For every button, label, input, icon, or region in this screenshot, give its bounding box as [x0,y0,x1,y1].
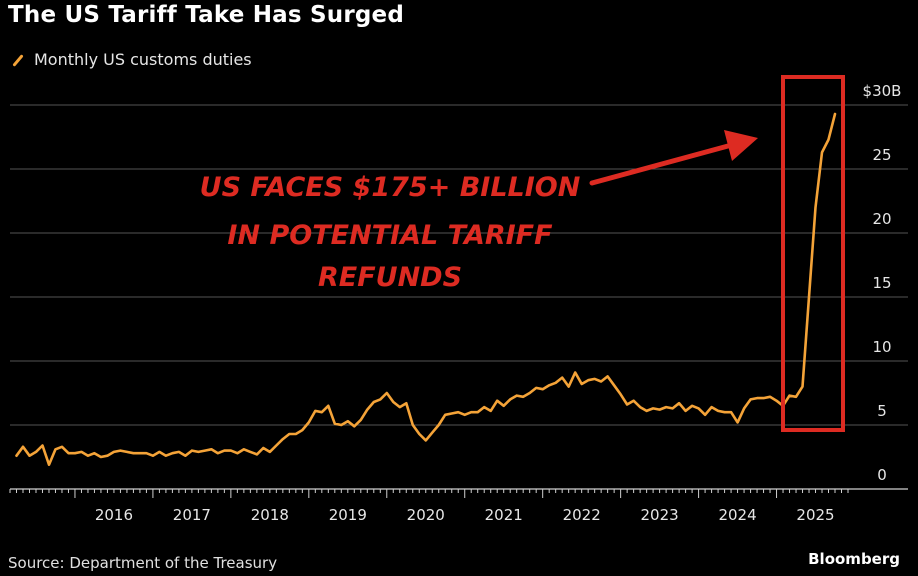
y-tick-label-20: 20 [872,210,891,228]
gridlines [10,104,908,426]
legend: Monthly US customs duties [10,50,252,69]
annotation-line-2: IN POTENTIAL TARIFF [227,220,553,251]
brand-logo: Bloomberg [808,550,900,568]
x-tick-label-2019: 2019 [329,506,367,524]
chart-title: The US Tariff Take Has Surged [8,2,405,28]
y-tick-label-30: $30B [863,82,902,100]
annotation-highlight-box [781,75,845,432]
y-tick-label-5: 5 [877,402,887,420]
x-tick-label-2018: 2018 [251,506,289,524]
y-tick-label-10: 10 [872,338,891,356]
annotation-line-3: REFUNDS [318,262,462,293]
legend-label: Monthly US customs duties [34,50,252,69]
x-tick-label-2017: 2017 [173,506,211,524]
x-tick-label-2024: 2024 [718,506,756,524]
x-tick-label-2022: 2022 [563,506,601,524]
y-tick-label-25: 25 [872,146,891,164]
y-tick-label-0: 0 [877,466,887,484]
series-line-customs-duties [15,112,837,466]
x-tick-label-2021: 2021 [485,506,523,524]
annotation-line-1: US FACES $175+ BILLION [200,172,581,203]
x-tick-label-2016: 2016 [95,506,133,524]
annotation-arrow [589,130,758,186]
x-tick-label-2023: 2023 [641,506,679,524]
arrow-shaft [589,143,731,186]
y-tick-label-15: 15 [872,274,891,292]
x-tick-label-2020: 2020 [407,506,445,524]
x-axis: 2016 2017 2018 2019 2020 2021 2022 2023 2024 2025 [9,488,908,524]
x-tick-label-2025: 2025 [796,506,834,524]
source-note: Source: Department of the Treasury [8,554,278,572]
annotation-text: US FACES $175+ BILLION IN POTENTIAL TARIF… [200,172,581,293]
y-axis: 0 5 10 15 20 25 $30B [863,82,902,484]
arrow-head [724,130,758,161]
